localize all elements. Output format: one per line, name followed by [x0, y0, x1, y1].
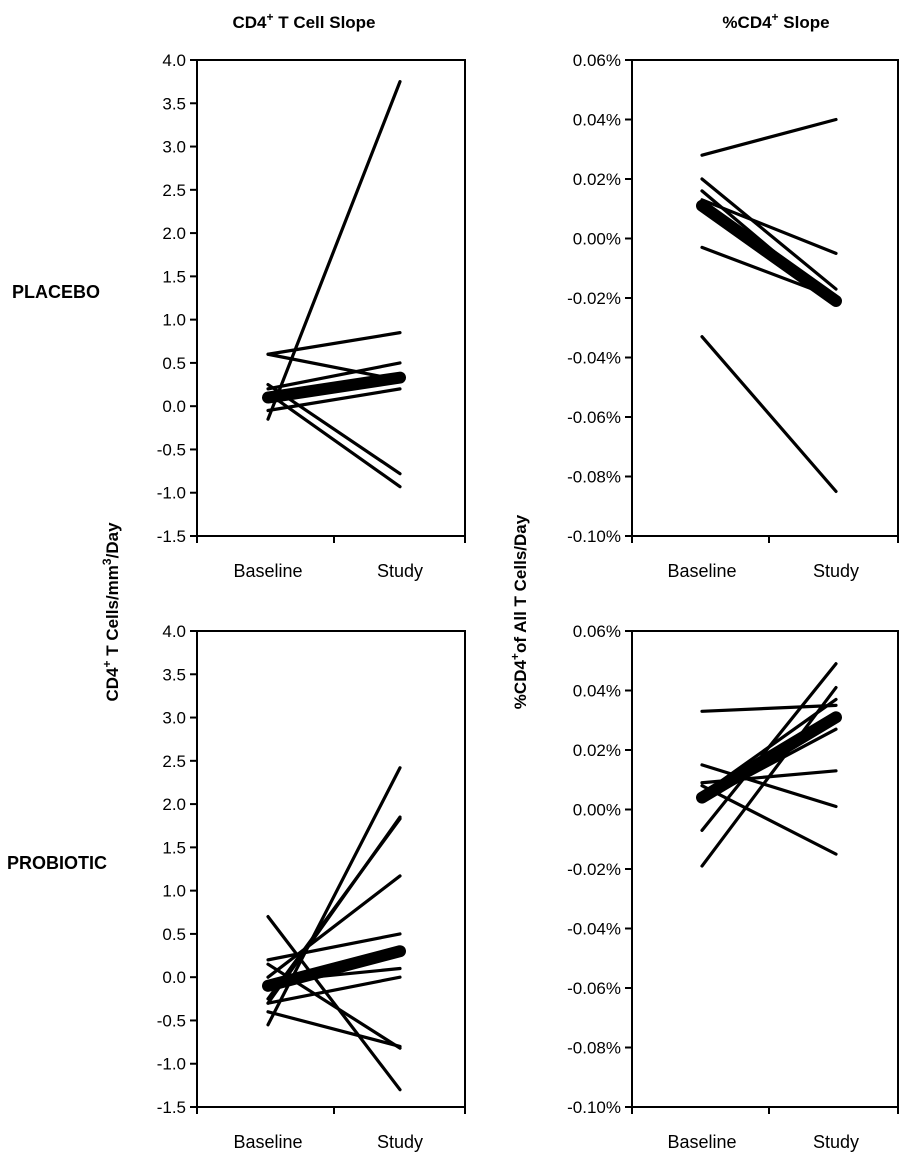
y-tick-label: 4.0	[162, 622, 186, 641]
y-tick-label: 3.5	[162, 94, 186, 113]
y-tick-label: 0.04%	[573, 111, 621, 130]
subject-series-line	[700, 784, 838, 856]
plot-frame	[631, 59, 899, 537]
y-tick-label: -0.08%	[567, 468, 621, 487]
y-tick-label: -0.5	[157, 440, 186, 459]
y-axis-label-pct: %CD4+of All T Cells/Day	[508, 514, 530, 709]
plot-frame	[631, 630, 899, 1108]
y-tick-label: -0.06%	[567, 408, 621, 427]
y-tick-label: -0.08%	[567, 1039, 621, 1058]
x-category-label: Baseline	[667, 561, 736, 581]
panel-probiotic-cd4: 4.0 3.5 3.0 2.5 2.0 1.5 1.0 0.5 0.0 -0.5 -1.0 -1.5 B…	[157, 622, 466, 1152]
y-tick-label: 1.5	[162, 267, 186, 286]
y-tick-label: 0.0	[162, 397, 186, 416]
subject-series-line	[266, 391, 402, 489]
y-tick-label: -0.10%	[567, 1098, 621, 1117]
y-tick-label: 2.0	[162, 795, 186, 814]
x-category-label: Study	[377, 1132, 423, 1152]
row-label-placebo: PLACEBO	[12, 282, 100, 302]
y-tick-label: 0.02%	[573, 170, 621, 189]
y-tick-label: 3.5	[162, 665, 186, 684]
subject-series-line	[266, 361, 402, 391]
column-title-cd4: CD4+ T Cell Slope	[232, 10, 375, 32]
y-tick-label: -0.5	[157, 1011, 186, 1030]
y-tick-label: 0.0	[162, 968, 186, 987]
y-tick-label: -0.02%	[567, 289, 621, 308]
y-tick-label: -0.10%	[567, 527, 621, 546]
y-tick-label: 0.5	[162, 925, 186, 944]
y-tick-label: 0.06%	[573, 51, 621, 70]
y-tick-label: 1.5	[162, 838, 186, 857]
panel-placebo-cd4: 4.0 3.5 3.0 2.5 2.0 1.5 1.0 0.5 0.0 -0.5 -1.0 -1.5 B…	[157, 51, 466, 581]
subject-series-line	[700, 198, 838, 255]
row-label-probiotic: PROBIOTIC	[7, 853, 107, 873]
subject-series-line	[700, 763, 838, 809]
y-tick-label: 0.00%	[573, 801, 621, 820]
mean-series-line	[262, 945, 406, 992]
mean-series-line	[696, 711, 842, 804]
subject-series-line	[266, 874, 402, 979]
y-tick-label: 1.0	[162, 311, 186, 330]
y-tick-label: 0.5	[162, 354, 186, 373]
plot-frame	[196, 59, 466, 537]
subject-series-line	[700, 703, 838, 713]
subject-series-line	[266, 331, 402, 356]
x-category-label: Study	[813, 1132, 859, 1152]
y-tick-label: 1.0	[162, 882, 186, 901]
y-tick-label: 0.02%	[573, 741, 621, 760]
y-tick-label: -1.5	[157, 527, 186, 546]
y-tick-label: 0.00%	[573, 230, 621, 249]
plot-frame	[196, 630, 466, 1108]
y-axis-label-cd4: CD4+ T Cells/mm3/Day	[100, 522, 122, 702]
panel-probiotic-pct: 0.06% 0.04% 0.02% 0.00% -0.02% -0.04% -0.06% -0…	[567, 622, 899, 1152]
x-category-label: Study	[813, 561, 859, 581]
y-tick-label: -0.04%	[567, 349, 621, 368]
y-tick-label: -1.0	[157, 484, 186, 503]
subject-series-line	[700, 117, 838, 157]
subject-series-line	[266, 914, 402, 1092]
subject-series-line	[266, 975, 402, 1005]
y-tick-label: -0.06%	[567, 979, 621, 998]
subject-series-line	[700, 335, 838, 493]
y-tick-label: 2.5	[162, 181, 186, 200]
y-tick-label: -1.5	[157, 1098, 186, 1117]
subject-series-line	[700, 685, 838, 868]
y-tick-label: 0.04%	[573, 682, 621, 701]
y-tick-label: 3.0	[162, 138, 186, 157]
y-tick-label: 2.0	[162, 224, 186, 243]
subject-series-line	[700, 177, 838, 291]
subject-series-line	[266, 80, 402, 421]
y-tick-label: 4.0	[162, 51, 186, 70]
y-tick-label: -1.0	[157, 1055, 186, 1074]
mean-series-line	[696, 199, 842, 307]
y-tick-label: 0.06%	[573, 622, 621, 641]
panel-placebo-pct: 0.06% 0.04% 0.02% 0.00% -0.02% -0.04% -0.06% -0…	[567, 51, 899, 581]
subject-series-line	[266, 817, 402, 1001]
y-tick-label: 3.0	[162, 709, 186, 728]
subject-series-line	[266, 387, 402, 413]
x-category-label: Study	[377, 561, 423, 581]
y-tick-label: -0.04%	[567, 920, 621, 939]
x-category-label: Baseline	[233, 561, 302, 581]
y-tick-label: 2.5	[162, 752, 186, 771]
y-tick-label: -0.02%	[567, 860, 621, 879]
subject-series-line	[266, 1010, 402, 1049]
subject-series-line	[266, 932, 402, 962]
x-category-label: Baseline	[667, 1132, 736, 1152]
column-title-pct: %CD4+ Slope	[722, 10, 829, 32]
mean-series-line	[262, 371, 406, 404]
x-category-label: Baseline	[233, 1132, 302, 1152]
